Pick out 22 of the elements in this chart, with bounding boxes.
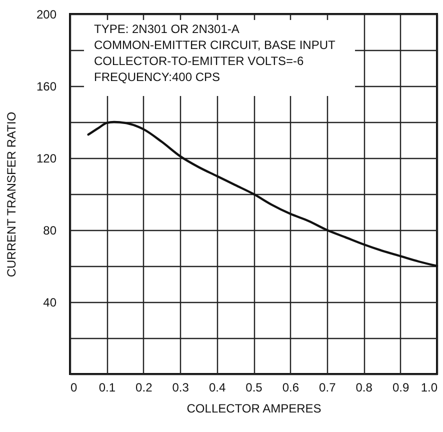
annotation: COMMON-EMITTER CIRCUIT, BASE INPUT <box>94 38 336 52</box>
x-tick-label: 0.9 <box>392 380 410 394</box>
y-tick-label: 40 <box>43 296 57 310</box>
x-tick-label: 0.2 <box>136 380 153 394</box>
x-tick-label: 1.0 <box>420 380 438 394</box>
annotation: TYPE: 2N301 OR 2N301-A <box>94 22 240 36</box>
annotation: FREQUENCY:400 CPS <box>94 70 220 84</box>
y-tick-label: 200 <box>36 8 57 22</box>
y-tick-label: 120 <box>36 152 57 166</box>
x-tick-label: 0 <box>70 380 78 394</box>
y-tick-label: 80 <box>43 224 57 238</box>
x-tick-label: 0.7 <box>319 380 336 394</box>
y-tick-label: 160 <box>36 80 57 94</box>
x-tick-label: 0.4 <box>208 380 226 394</box>
x-axis-title: COLLECTOR AMPERES <box>186 402 322 416</box>
x-tick-label: 0.8 <box>356 380 373 394</box>
y-axis-title: CURRENT TRANSFER RATIO <box>4 112 18 278</box>
annotation: COLLECTOR-TO-EMITTER VOLTS=-6 <box>94 54 304 68</box>
x-tick-label: 0.6 <box>282 380 300 394</box>
x-tick-label: 0.5 <box>246 380 263 394</box>
x-tick-label: 0.1 <box>98 380 116 394</box>
x-tick-label: 0.3 <box>172 380 190 394</box>
